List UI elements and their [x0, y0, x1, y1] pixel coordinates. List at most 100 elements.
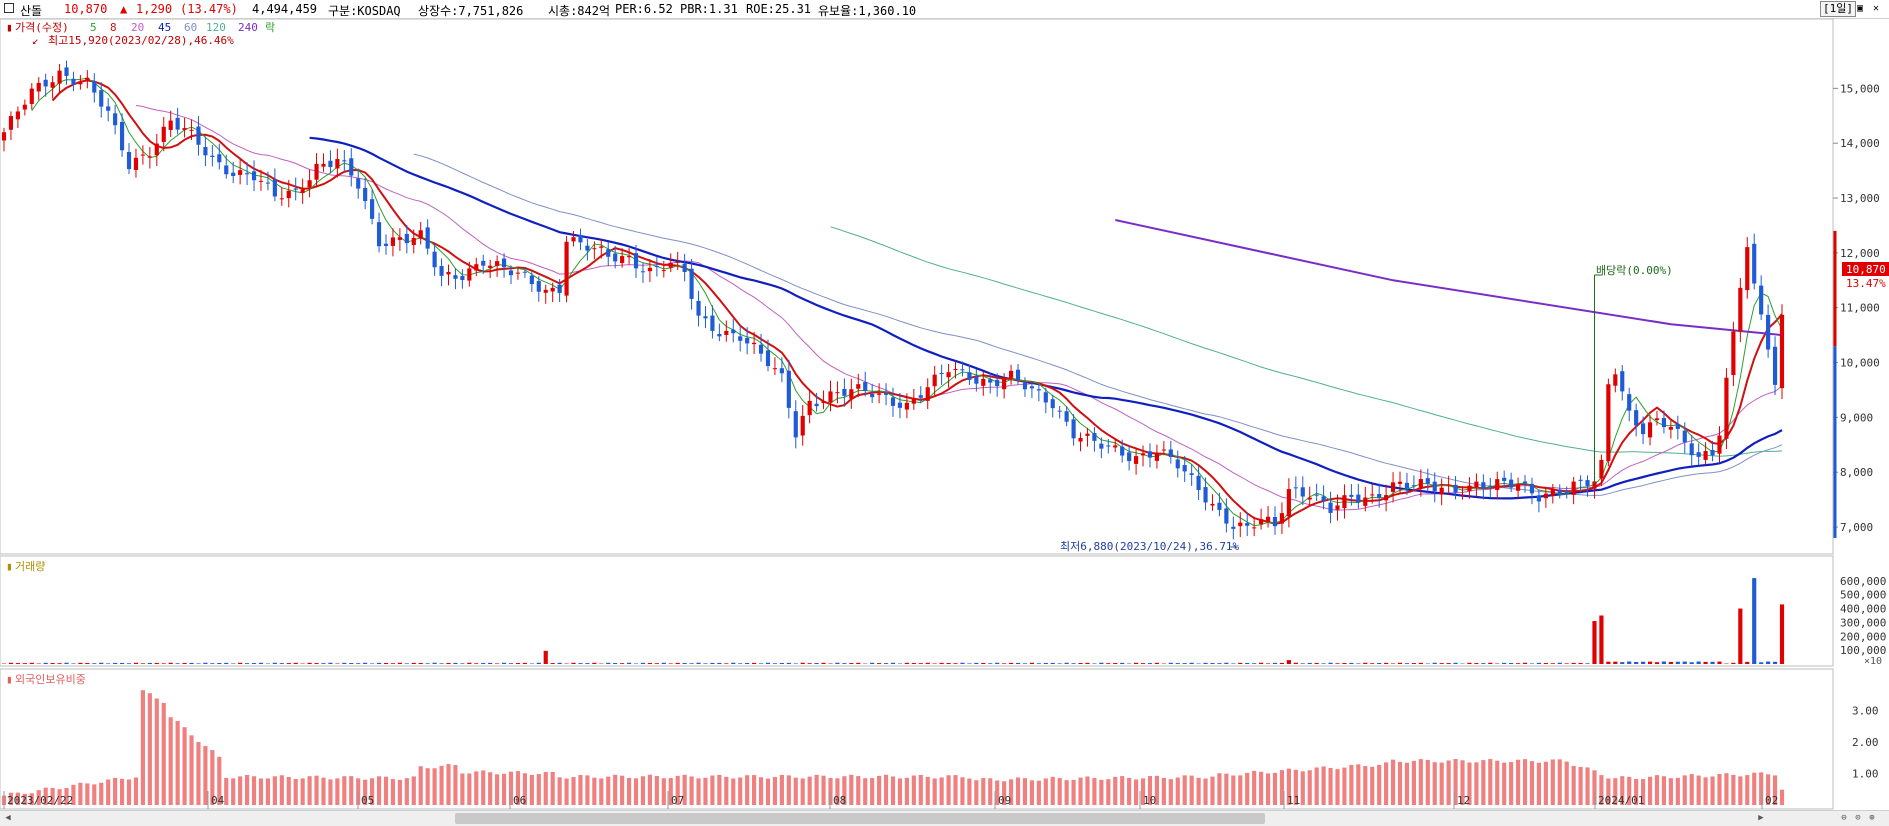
foreign-bar [1682, 775, 1687, 805]
candle-body [175, 117, 180, 130]
window-icon[interactable]: ▣ [1857, 3, 1864, 14]
volume-bar [1113, 663, 1118, 664]
close-icon[interactable]: ✕ [1873, 3, 1880, 14]
volume-bar [1057, 663, 1062, 664]
legend-ma8[interactable]: 8 [110, 21, 117, 34]
foreign-bar [1557, 759, 1562, 805]
foreign-bar [203, 746, 208, 805]
volume-bar [446, 662, 451, 664]
volume-bar [1599, 615, 1604, 664]
volume-bar [1154, 662, 1160, 664]
candle-body [1571, 481, 1576, 495]
legend-ma5[interactable]: 5 [90, 21, 97, 34]
foreign-bar [758, 777, 764, 805]
foreign-bar [1724, 773, 1729, 805]
candle-body [1432, 481, 1437, 492]
candle-body [863, 382, 868, 391]
foreign-bar [1703, 777, 1708, 805]
scroll-left-icon[interactable]: ◀ [5, 813, 11, 823]
candle-body [1140, 453, 1146, 456]
foreign-bars: 3.00 2.00 1.00 [1, 690, 1879, 805]
scroll-right-icon[interactable]: ▶ [1758, 813, 1764, 823]
legend-ex[interactable]: 락 [265, 21, 275, 34]
volume-bar [953, 663, 958, 664]
volume-bar [43, 662, 48, 664]
candle-body [99, 90, 104, 107]
volume-bar [1217, 663, 1222, 664]
volume-bar [425, 663, 430, 664]
candle-body [1314, 494, 1319, 496]
last-price-pct: 13.47% [1846, 277, 1886, 290]
volume-bar [168, 662, 173, 664]
candle-body [1724, 377, 1729, 439]
candle-body [1036, 389, 1041, 391]
candle-body [522, 271, 527, 273]
volume-bar [1265, 663, 1271, 664]
candle-body [1224, 508, 1229, 524]
candle-body [1321, 496, 1326, 501]
high-note: 최고15,920(2023/02/28),46.46% [48, 34, 234, 47]
foreign-bar [550, 771, 555, 805]
legend-ma20[interactable]: 20 [131, 21, 144, 34]
candle-body [1307, 497, 1312, 500]
volume-bar [988, 663, 993, 664]
candle-body [981, 378, 986, 386]
volume-bar [1488, 662, 1493, 664]
foreign-bar [1641, 779, 1646, 805]
volume-bar [904, 662, 909, 664]
zoom-in-icon[interactable]: ⊕ [1869, 813, 1875, 823]
candle-body [1529, 483, 1535, 494]
foreign-bar [300, 778, 305, 805]
foreign-bar [1432, 762, 1437, 805]
foreign-bar [1134, 779, 1139, 805]
period-button[interactable]: [1일] [1820, 1, 1856, 17]
legend-ma45[interactable]: 45 [158, 21, 171, 34]
candle-body [1599, 459, 1604, 479]
volume-bar [1328, 662, 1333, 664]
foreign-bar [1279, 770, 1285, 805]
legend-ma240[interactable]: 240 [238, 21, 258, 34]
candle-body [1064, 411, 1069, 422]
scroll-thumb[interactable] [455, 813, 1265, 824]
candle-body [1196, 475, 1201, 490]
candle-body [682, 263, 687, 273]
legend-price[interactable]: 가격(수정) [15, 21, 69, 34]
foreign-bar [599, 778, 604, 805]
volume-bar [765, 662, 771, 664]
volume-bar [1474, 663, 1479, 664]
volume-bar [890, 662, 896, 664]
foreign-bar [1529, 761, 1535, 805]
zoom-out-icon[interactable]: ⊖ [1841, 813, 1847, 823]
legend-ma60[interactable]: 60 [184, 21, 197, 34]
foreign-bar [99, 782, 104, 805]
horizontal-scrollbar[interactable]: ◀ ▶ ⊖ ⊙ ⊕ [0, 810, 1889, 826]
volume-bar [779, 662, 784, 664]
foreign-bar [224, 777, 229, 805]
zoom-reset-icon[interactable]: ⊙ [1855, 813, 1861, 823]
candle-body [265, 182, 271, 184]
candle-body [106, 106, 111, 111]
foreign-bar [953, 775, 958, 805]
foreign-bar [1182, 775, 1187, 805]
foreign-bar [481, 770, 486, 805]
foreign-bar [1654, 775, 1660, 805]
volume-bar [647, 663, 652, 664]
legend-ma120[interactable]: 120 [206, 21, 226, 34]
volume-bar [870, 662, 875, 664]
checkbox-icon[interactable] [4, 3, 14, 13]
foreign-bar [1675, 777, 1680, 805]
candle-body [335, 159, 340, 169]
candle-body [8, 116, 14, 130]
foreign-bar [1397, 761, 1403, 805]
foreign-title[interactable]: 외국인보유비중 [15, 673, 86, 686]
volume-bar [1529, 663, 1535, 664]
volume-bar [481, 662, 486, 664]
candle-body [883, 393, 889, 395]
volume-bar [404, 663, 409, 664]
foreign-bar [1300, 771, 1305, 805]
volume-title[interactable]: 거래량 [15, 560, 45, 573]
volume-bar [1279, 662, 1285, 664]
dividend-note: 배당락(0.00%) [1596, 264, 1673, 277]
foreign-bar [363, 779, 368, 805]
volume-bar [245, 663, 250, 664]
